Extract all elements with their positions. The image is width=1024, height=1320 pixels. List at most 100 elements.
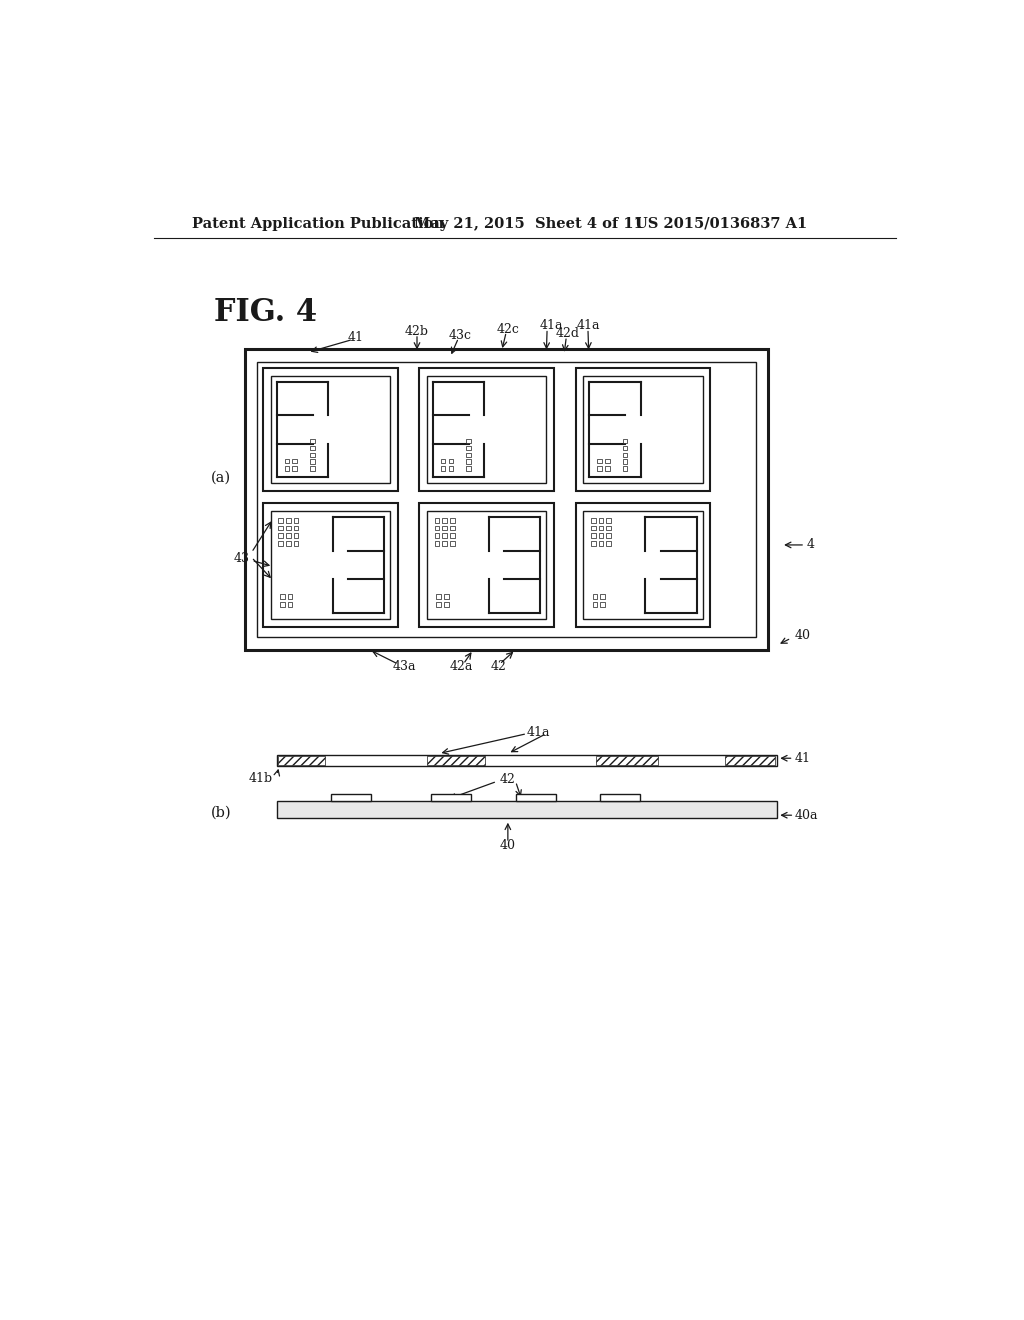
- Bar: [294, 541, 298, 545]
- Text: 42d: 42d: [555, 327, 580, 341]
- Bar: [310, 459, 314, 465]
- Bar: [467, 446, 471, 450]
- Bar: [270, 511, 390, 619]
- Bar: [279, 541, 283, 545]
- Bar: [427, 511, 547, 619]
- Bar: [597, 459, 602, 463]
- Bar: [600, 602, 605, 607]
- Bar: [263, 503, 397, 627]
- Bar: [442, 517, 447, 523]
- Text: 41: 41: [795, 751, 810, 764]
- Bar: [444, 594, 449, 599]
- Bar: [591, 533, 596, 539]
- Bar: [292, 466, 297, 471]
- Text: May 21, 2015  Sheet 4 of 11: May 21, 2015 Sheet 4 of 11: [414, 216, 644, 231]
- Bar: [292, 459, 297, 463]
- Bar: [584, 511, 702, 619]
- Text: 40a: 40a: [795, 809, 818, 822]
- Bar: [257, 362, 756, 638]
- Text: FIG. 4: FIG. 4: [214, 297, 316, 327]
- Bar: [584, 376, 702, 483]
- Text: 40: 40: [500, 838, 516, 851]
- Bar: [623, 446, 628, 450]
- Bar: [515, 793, 556, 801]
- Bar: [310, 466, 314, 471]
- Bar: [310, 446, 314, 450]
- Bar: [285, 466, 289, 471]
- Bar: [597, 466, 602, 471]
- Bar: [593, 602, 597, 607]
- Bar: [467, 466, 471, 471]
- Text: 4: 4: [807, 539, 815, 552]
- Bar: [599, 517, 603, 523]
- Bar: [435, 517, 439, 523]
- Bar: [279, 533, 283, 539]
- Bar: [436, 602, 441, 607]
- Bar: [310, 438, 314, 444]
- Text: (a): (a): [211, 471, 231, 484]
- Bar: [427, 376, 547, 483]
- Bar: [435, 533, 439, 539]
- Text: 42e: 42e: [484, 515, 508, 528]
- Text: 43: 43: [233, 552, 250, 565]
- Bar: [596, 756, 658, 766]
- Text: 42: 42: [500, 774, 516, 787]
- Bar: [623, 466, 628, 471]
- Bar: [591, 525, 596, 531]
- Bar: [286, 541, 291, 545]
- Bar: [310, 453, 314, 457]
- Bar: [427, 756, 484, 766]
- Bar: [442, 525, 447, 531]
- Bar: [623, 459, 628, 465]
- Bar: [441, 466, 445, 471]
- Bar: [606, 533, 611, 539]
- Text: 40: 40: [795, 630, 810, 643]
- Bar: [575, 368, 711, 491]
- Bar: [419, 368, 554, 491]
- Bar: [451, 525, 455, 531]
- Bar: [288, 594, 292, 599]
- Bar: [276, 755, 777, 766]
- Text: 42: 42: [490, 660, 507, 673]
- Bar: [600, 594, 605, 599]
- Bar: [606, 525, 611, 531]
- Bar: [600, 793, 640, 801]
- Bar: [294, 533, 298, 539]
- Text: US 2015/0136837 A1: US 2015/0136837 A1: [635, 216, 807, 231]
- Bar: [270, 376, 390, 483]
- Bar: [451, 533, 455, 539]
- Bar: [593, 594, 597, 599]
- Bar: [442, 541, 447, 545]
- Bar: [435, 541, 439, 545]
- Bar: [288, 602, 292, 607]
- Bar: [294, 525, 298, 531]
- Text: 43e: 43e: [450, 515, 473, 528]
- Text: 41a: 41a: [540, 319, 563, 333]
- Bar: [725, 756, 775, 766]
- Bar: [606, 517, 611, 523]
- Bar: [599, 533, 603, 539]
- Bar: [280, 594, 285, 599]
- Text: 43a: 43a: [392, 660, 416, 673]
- Bar: [331, 793, 371, 801]
- Text: 43c: 43c: [449, 329, 472, 342]
- Text: (b): (b): [211, 807, 231, 820]
- Bar: [280, 602, 285, 607]
- Bar: [286, 517, 291, 523]
- Bar: [575, 503, 711, 627]
- Text: 41b: 41b: [249, 772, 273, 785]
- Text: Patent Application Publication: Patent Application Publication: [193, 216, 444, 231]
- Bar: [449, 466, 454, 471]
- Bar: [444, 602, 449, 607]
- Bar: [286, 533, 291, 539]
- Bar: [451, 517, 455, 523]
- Text: 42a: 42a: [450, 660, 473, 673]
- Bar: [467, 459, 471, 465]
- Bar: [279, 517, 283, 523]
- Bar: [606, 541, 611, 545]
- Bar: [591, 517, 596, 523]
- Bar: [285, 459, 289, 463]
- Bar: [467, 438, 471, 444]
- Bar: [467, 453, 471, 457]
- Text: 42c: 42c: [497, 323, 519, 335]
